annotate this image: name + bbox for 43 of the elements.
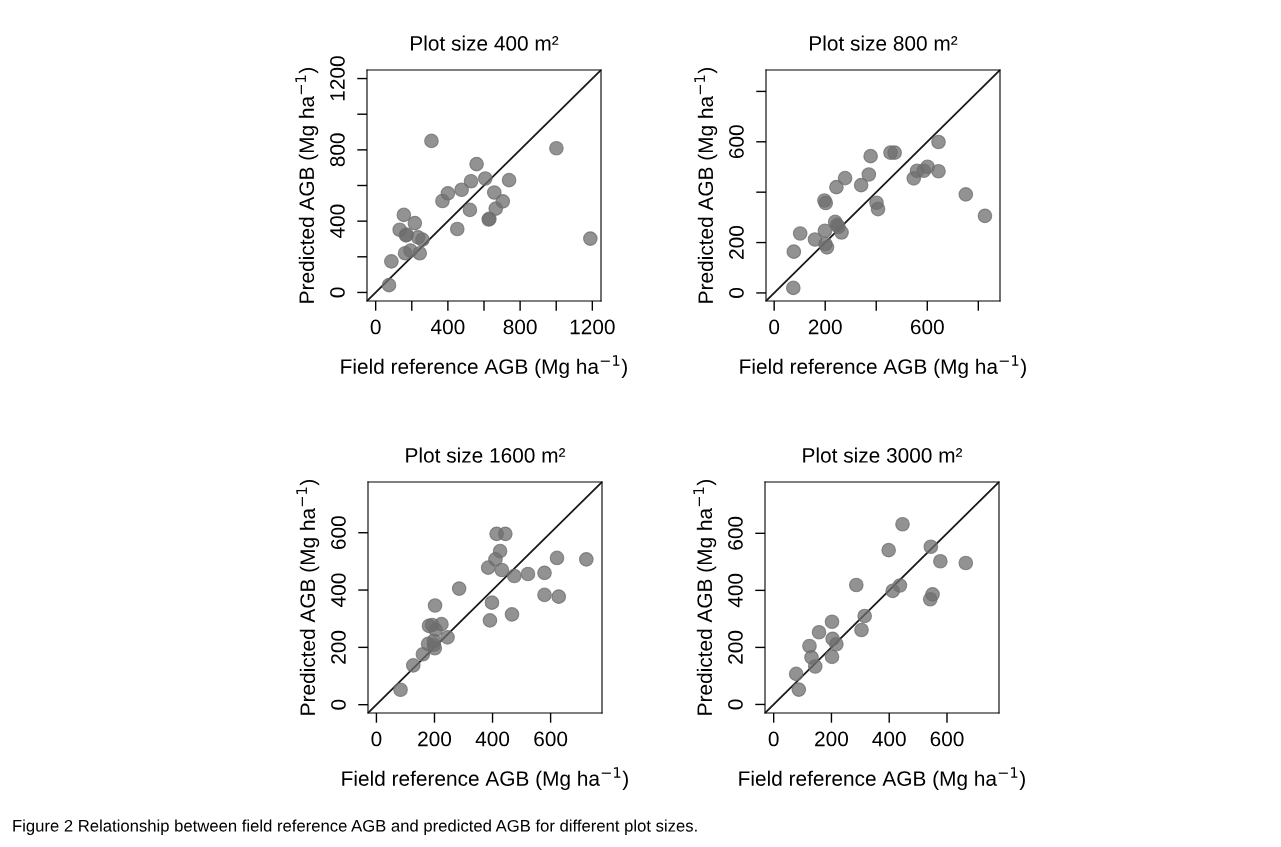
y-tick-label: 600 (728, 516, 743, 550)
y-axis-title: Predicted AGB (Mg ha$^{−1}$) (296, 480, 320, 715)
chart-title: Plot size 1600 m² (406, 447, 566, 463)
y-tick-label: 0 (331, 699, 346, 710)
y-tick-label: 0 (330, 287, 345, 298)
y-tick-label: 200 (728, 630, 743, 664)
x-tick-label: 400 (475, 731, 510, 747)
y-axis-title: Predicted AGB (Mg ha$^{−1}$) (693, 480, 717, 715)
x-tick-label: 200 (808, 319, 842, 335)
x-tick-label: 1200 (570, 319, 615, 335)
chart-title: Plot size 400 m² (411, 35, 559, 51)
x-tick-label: 200 (418, 731, 452, 747)
y-axis-title: Predicted AGB (Mg ha$^{−1}$) (694, 68, 718, 303)
chart-title: Plot size 3000 m² (803, 447, 963, 463)
x-tick-label: 400 (430, 319, 465, 335)
x-axis-title: Field reference AGB (Mg ha$^{−1}$) (342, 767, 628, 791)
x-tick-label: 400 (872, 731, 906, 747)
y-tick-label: 0 (729, 287, 744, 298)
x-tick-label: 0 (370, 319, 381, 335)
x-axis-title: Field reference AGB (Mg ha$^{−1}$) (740, 355, 1026, 379)
x-tick-label: 0 (371, 731, 382, 747)
x-tick-label: 600 (534, 731, 568, 747)
y-tick-label: 400 (331, 573, 346, 607)
x-tick-label: 0 (768, 731, 779, 747)
x-tick-label: 600 (930, 731, 964, 747)
y-tick-label: 600 (729, 125, 744, 159)
y-tick-label: 0 (728, 699, 743, 710)
x-tick-label: 800 (503, 319, 537, 335)
x-tick-label: 200 (815, 731, 849, 747)
chart-title: Plot size 800 m² (810, 35, 958, 51)
x-axis-title: Field reference AGB (Mg ha$^{−1}$) (341, 355, 627, 379)
y-tick-label: 200 (729, 225, 744, 259)
x-tick-label: 0 (769, 319, 780, 335)
caption: Figure 2 Relationship between field reference AGB and predicted AGB for different plot sizes. (13, 819, 697, 835)
y-tick-label: 200 (331, 630, 346, 664)
y-tick-label: 400 (728, 573, 743, 608)
x-axis-title: Field reference AGB (Mg ha$^{−1}$) (739, 767, 1025, 791)
y-tick-label: 1200 (330, 56, 345, 101)
y-tick-label: 600 (331, 516, 346, 550)
y-tick-label: 400 (330, 204, 345, 239)
y-tick-label: 800 (330, 133, 345, 167)
y-axis-title: Predicted AGB (Mg ha$^{−1}$) (295, 68, 319, 303)
x-tick-label: 600 (910, 319, 944, 335)
